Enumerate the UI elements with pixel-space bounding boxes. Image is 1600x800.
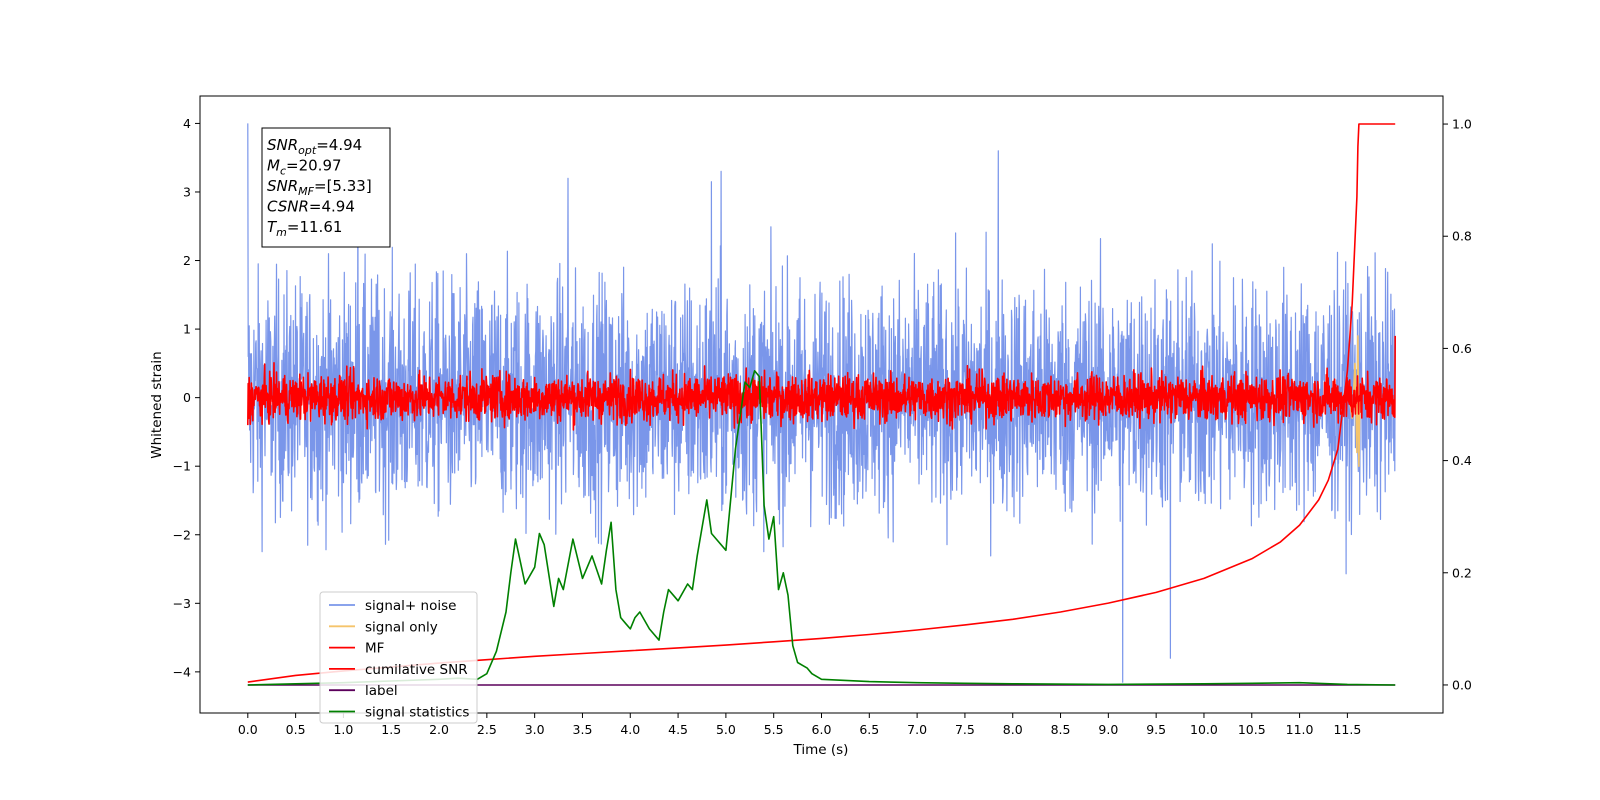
annotation-line: CSNR=4.94 — [267, 198, 355, 216]
legend-frame — [319, 591, 478, 724]
x-tick-label: 3.5 — [573, 722, 593, 737]
annotation-subscript: m — [276, 226, 287, 239]
annotation-value: =4.94 — [309, 198, 355, 216]
y-tick-label: 1 — [183, 322, 191, 337]
series-line-signal-noise — [247, 123, 1396, 683]
x-tick-label: 1.5 — [381, 722, 401, 737]
annotation-frame — [261, 127, 391, 248]
y2-tick-label: 0.6 — [1452, 341, 1472, 356]
annotation-line: Tm=11.61 — [267, 218, 342, 239]
legend-item-label: label — [329, 683, 398, 699]
annotation-subscript: c — [280, 165, 286, 178]
y-tick-label: −2 — [173, 527, 191, 542]
legend-item-signal-noise: signal+ noise — [329, 598, 456, 614]
annotation-line: SNRMF=[5.33] — [267, 177, 372, 198]
x-tick-label: 8.0 — [1003, 722, 1023, 737]
legend-item-signal-only: signal only — [329, 619, 438, 635]
x-axis: 0.0 0.5 1.0 1.5 2.0 2.5 3.0 3.5 4.0 4.5 5.0 5.5 6.0 6… — [238, 713, 1361, 737]
x-tick-label: 9.0 — [1098, 722, 1118, 737]
annotation-symbol: SNR — [267, 136, 298, 154]
legend-label: label — [365, 683, 398, 699]
legend-label: signal+ noise — [365, 598, 456, 614]
y-tick-label: 2 — [183, 253, 191, 268]
x-tick-label: 10.5 — [1238, 722, 1266, 737]
series-line-cumilative-snr — [247, 123, 1396, 683]
x-tick-label: 3.0 — [525, 722, 545, 737]
y-axis-right: 1.0 0.8 0.6 0.4 0.2 0.0 — [1443, 117, 1472, 692]
x-tick-label: 5.0 — [716, 722, 736, 737]
y-tick-label: 0 — [183, 390, 191, 405]
x-tick-label: 8.5 — [1051, 722, 1071, 737]
y2-tick-label: 0.2 — [1452, 565, 1472, 580]
x-tick-label: 5.5 — [764, 722, 784, 737]
annotation-line: SNRopt=4.94 — [267, 136, 362, 157]
y-tick-label: 3 — [183, 184, 191, 199]
annotation-value: =[5.33] — [314, 177, 372, 195]
y-tick-label: −1 — [173, 459, 191, 474]
annotation-value: =4.94 — [316, 136, 362, 154]
x-tick-label: 1.0 — [333, 722, 353, 737]
y-tick-label: −4 — [173, 664, 191, 679]
annotation-value: =11.61 — [287, 218, 343, 236]
series-layer — [247, 123, 1396, 686]
annotation-subscript: MF — [298, 185, 314, 198]
legend-item-mf: MF — [329, 641, 384, 657]
x-tick-label: 7.0 — [907, 722, 927, 737]
x-axis-label: Time (s) — [793, 742, 849, 758]
y-axis-label: Whitened strain — [149, 351, 165, 458]
y-tick-label: 4 — [183, 116, 191, 131]
x-tick-label: 0.5 — [286, 722, 306, 737]
y2-tick-label: 0.0 — [1452, 677, 1472, 692]
annotation-symbol: M — [267, 157, 280, 175]
x-tick-label: 4.0 — [620, 722, 640, 737]
x-tick-label: 6.5 — [859, 722, 879, 737]
x-tick-label: 7.5 — [955, 722, 975, 737]
annotation-subscript: opt — [298, 144, 317, 157]
legend-label: signal only — [365, 619, 438, 635]
x-tick-label: 11.5 — [1333, 722, 1361, 737]
y2-tick-label: 0.4 — [1452, 453, 1472, 468]
legend-item-cumilative-snr: cumilative SNR — [329, 662, 468, 678]
annotation-symbol: SNR — [267, 177, 298, 195]
x-tick-label: 10.0 — [1190, 722, 1218, 737]
y-axis-left: 4 3 2 1 0 −1 −2 −3 −4 — [173, 116, 200, 679]
y2-tick-label: 0.8 — [1452, 229, 1472, 244]
annotation-line: Mc=20.97 — [267, 157, 342, 178]
legend-label: signal statistics — [365, 705, 469, 721]
x-tick-label: 2.0 — [429, 722, 449, 737]
legend-label: MF — [365, 641, 384, 657]
x-tick-label: 9.5 — [1146, 722, 1166, 737]
x-tick-label: 0.0 — [238, 722, 258, 737]
legend-item-signal-statistics: signal statistics — [329, 705, 469, 721]
x-tick-label: 4.5 — [668, 722, 688, 737]
y2-tick-label: 1.0 — [1452, 117, 1472, 132]
annotation-symbol: CSNR — [267, 198, 309, 216]
x-tick-label: 2.5 — [477, 722, 497, 737]
y-tick-label: −3 — [173, 596, 191, 611]
annotation-value: =20.97 — [286, 157, 342, 175]
x-tick-label: 6.0 — [812, 722, 832, 737]
series-line-signal-statistics — [247, 370, 1396, 686]
series-line-mf — [247, 335, 1396, 431]
x-tick-label: 11.0 — [1286, 722, 1314, 737]
legend-label: cumilative SNR — [365, 662, 468, 678]
annotation-box: SNRopt=4.94Mc=20.97SNRMF=[5.33]CSNR=4.94… — [261, 127, 391, 248]
annotation-symbol: T — [267, 218, 278, 236]
legend: signal+ noise signal only MF cumilative SNR… — [319, 591, 478, 724]
